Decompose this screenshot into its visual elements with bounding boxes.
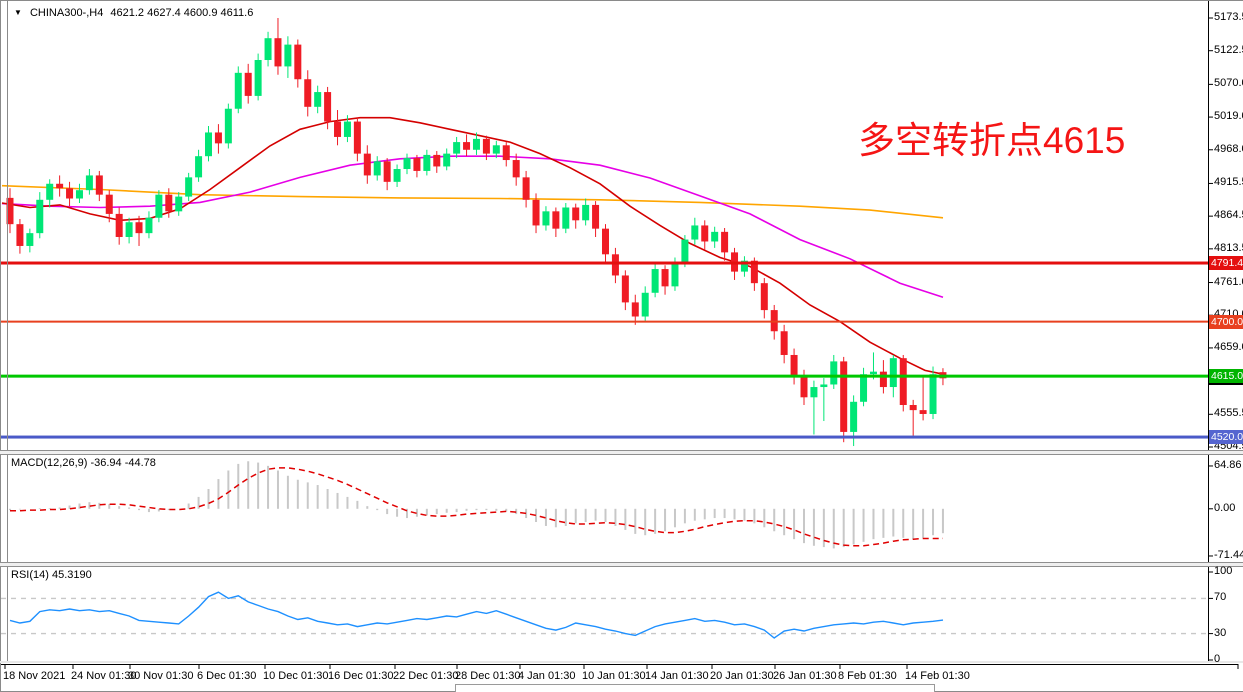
window-border-top	[0, 0, 1243, 1]
macd-layer	[9, 461, 944, 549]
rsi-layer	[1, 591, 1208, 639]
rsi-tick-label: 70	[1214, 591, 1227, 604]
candles-layer	[6, 18, 947, 447]
time-tick-label: 4 Jan 01:30	[518, 670, 576, 682]
rsi-tick-label: 0	[1214, 653, 1221, 665]
time-tick-label: 18 Nov 2021	[3, 670, 66, 682]
window-border-left-outer	[0, 0, 1, 692]
time-tick-label: 28 Dec 01:30	[455, 670, 521, 682]
symbol-dropdown-icon[interactable]: ▼	[14, 8, 22, 17]
macd-signal-line	[10, 467, 944, 547]
rsi-label: RSI(14) 45.3190	[11, 569, 92, 581]
time-tick-label: 26 Jan 01:30	[773, 670, 837, 682]
price-tick-label: 5019.0	[1214, 110, 1243, 123]
time-axis-separator	[0, 661, 1243, 663]
price-tick-label: 4555.5	[1214, 407, 1243, 420]
price-tick-label: 5173.5	[1214, 11, 1243, 23]
price-tick-label: 4968.0	[1214, 142, 1243, 155]
price-tick-label: 4659.0	[1214, 340, 1243, 353]
macd-tick-label: 64.86	[1214, 458, 1242, 471]
annotation-text[interactable]: 多空转折点4615	[858, 120, 1126, 161]
time-tick-label: 22 Dec 01:30	[393, 670, 459, 682]
moving-averages-layer	[1, 116, 944, 375]
price-tick-label: 4761.0	[1214, 275, 1243, 288]
price-tick-label: 5070.0	[1214, 77, 1243, 90]
time-tick-label: 30 Nov 01:30	[128, 670, 194, 682]
hline-price-badge: 4520.0	[1209, 430, 1243, 445]
horizontal-lines-layer	[0, 261, 1208, 439]
rsi-tick-label: 30	[1214, 626, 1227, 639]
macd-tick-label: 0.00	[1214, 501, 1236, 514]
panel-separator-macd[interactable]	[0, 450, 1243, 455]
price-tick-label: 5122.5	[1214, 43, 1243, 56]
time-tick-label: 24 Nov 01:30	[71, 670, 137, 682]
price-tick-label: 4864.5	[1214, 209, 1243, 222]
rsi-tick-label: 100	[1214, 565, 1233, 577]
price-tick-label: 4813.5	[1214, 241, 1243, 254]
time-tick-label: 20 Jan 01:30	[710, 670, 774, 682]
time-tick-label: 10 Dec 01:30	[263, 670, 329, 682]
price-tick-label: 4915.5	[1214, 176, 1243, 189]
time-tick-label: 16 Dec 01:30	[328, 670, 394, 682]
hline-price-badge: 4791.4	[1209, 256, 1243, 271]
macd-tick-label: -71.44	[1214, 548, 1243, 561]
time-tick-label: 8 Feb 01:30	[838, 670, 897, 682]
axes-layer	[1, 1, 1239, 669]
time-tick-label: 10 Jan 01:30	[582, 670, 646, 682]
symbol-bar: ▼ CHINA300-,H4 4621.2 4627.4 4600.9 4611…	[14, 7, 257, 19]
time-tick-label: 14 Feb 01:30	[905, 670, 970, 682]
rsi-line	[9, 591, 944, 639]
time-tick-label: 6 Dec 01:30	[197, 670, 257, 682]
hline-price-badge: 4700.0	[1209, 314, 1243, 329]
time-axis[interactable]: 18 Nov 2021 24 Nov 01:30 30 Nov 01:30 6 Dec…	[0, 665, 1243, 692]
bottom-window-edge	[455, 684, 935, 692]
window-border-left-inner	[7, 0, 8, 663]
panel-separator-rsi[interactable]	[0, 562, 1243, 567]
symbol-title: CHINA300-,H4	[29, 7, 104, 19]
ma-mid_magenta	[1, 155, 944, 299]
symbol-ohlc-values: 4621.2 4627.4 4600.9 4611.6	[110, 7, 254, 19]
price-axis[interactable]: 5173.5 5122.5 5070.0 5019.0 4968.0 4915.5 4864…	[1208, 0, 1243, 692]
ma-slow_orange	[1, 184, 944, 219]
time-tick-label: 14 Jan 01:30	[645, 670, 709, 682]
macd-label: MACD(12,26,9) -36.94 -44.78	[11, 457, 156, 469]
hline-price-badge: 4615.0	[1209, 369, 1243, 384]
